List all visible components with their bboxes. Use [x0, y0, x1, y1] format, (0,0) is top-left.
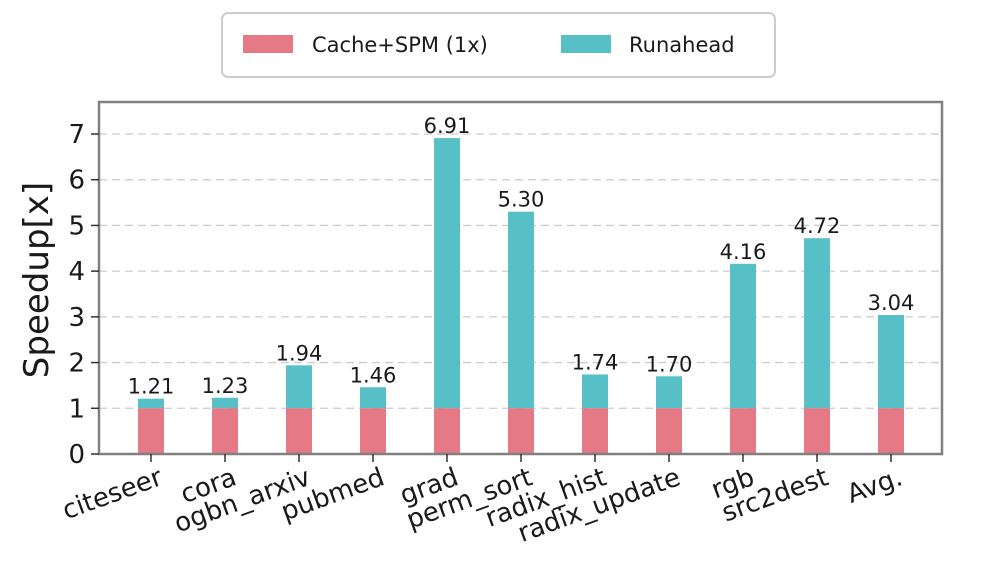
bar-runahead: [138, 398, 164, 409]
y-axis-label: Speedup[x]: [17, 182, 57, 378]
bar-value-label: 6.91: [424, 114, 471, 138]
bar-runahead: [286, 365, 312, 409]
bar-value-label: 1.70: [646, 352, 693, 376]
y-axis-ticks: 0 1 2 3 4 5 6 7: [68, 120, 99, 470]
bar-value-label: 5.30: [498, 188, 545, 212]
bar-value-label: 1.94: [276, 341, 323, 365]
bar-value-label: 4.72: [794, 214, 841, 238]
bar-runahead: [434, 138, 460, 409]
bar-value-label: 3.04: [868, 291, 915, 315]
data-labels: 1.21 1.23 1.94 1.46 6.91 5.30 1.74 1.70 4.16 4.72…: [128, 114, 915, 399]
x-tick-label: citeseer: [58, 462, 166, 526]
bar-runahead: [804, 238, 830, 409]
legend: Cache+SPM (1x) Runahead: [221, 12, 776, 78]
bar-cache-spm: [286, 408, 312, 454]
legend-swatch-runahead: [561, 35, 611, 53]
bar-value-label: 1.21: [128, 375, 175, 399]
bar-value-label: 4.16: [720, 240, 767, 264]
bar-value-label: 1.23: [202, 374, 249, 398]
bar-value-label: 1.74: [572, 350, 619, 374]
bar-value-label: 1.46: [350, 363, 397, 387]
bar-runahead: [582, 374, 608, 409]
bar-cache-spm: [212, 408, 238, 454]
bar-runahead: [212, 397, 238, 409]
y-tick-label: 7: [68, 120, 85, 150]
bar-runahead: [360, 387, 386, 409]
bar-cache-spm: [878, 408, 904, 454]
y-tick-label: 2: [68, 349, 85, 379]
y-tick-label: 1: [68, 394, 85, 424]
legend-label-runahead: Runahead: [629, 33, 735, 57]
legend-frame: [221, 12, 776, 78]
y-tick-label: 4: [68, 257, 85, 287]
legend-swatch-cache-spm: [243, 35, 293, 53]
bars: [138, 138, 904, 454]
bar-cache-spm: [508, 408, 534, 454]
y-tick-label: 5: [68, 211, 85, 241]
legend-label-cache-spm: Cache+SPM (1x): [312, 33, 488, 57]
bar-cache-spm: [582, 408, 608, 454]
bar-cache-spm: [804, 408, 830, 454]
bar-runahead: [730, 263, 756, 409]
y-tick-label: 6: [68, 166, 85, 196]
y-tick-label: 0: [68, 440, 85, 470]
bar-runahead: [878, 315, 904, 409]
bar-cache-spm: [730, 408, 756, 454]
bar-runahead: [508, 211, 534, 409]
x-tick-label: Avg.: [843, 462, 906, 509]
bar-cache-spm: [138, 408, 164, 454]
bar-cache-spm: [656, 408, 682, 454]
bar-cache-spm: [434, 408, 460, 454]
bar-runahead: [656, 376, 682, 409]
y-tick-label: 3: [68, 303, 85, 333]
bar-cache-spm: [360, 408, 386, 454]
